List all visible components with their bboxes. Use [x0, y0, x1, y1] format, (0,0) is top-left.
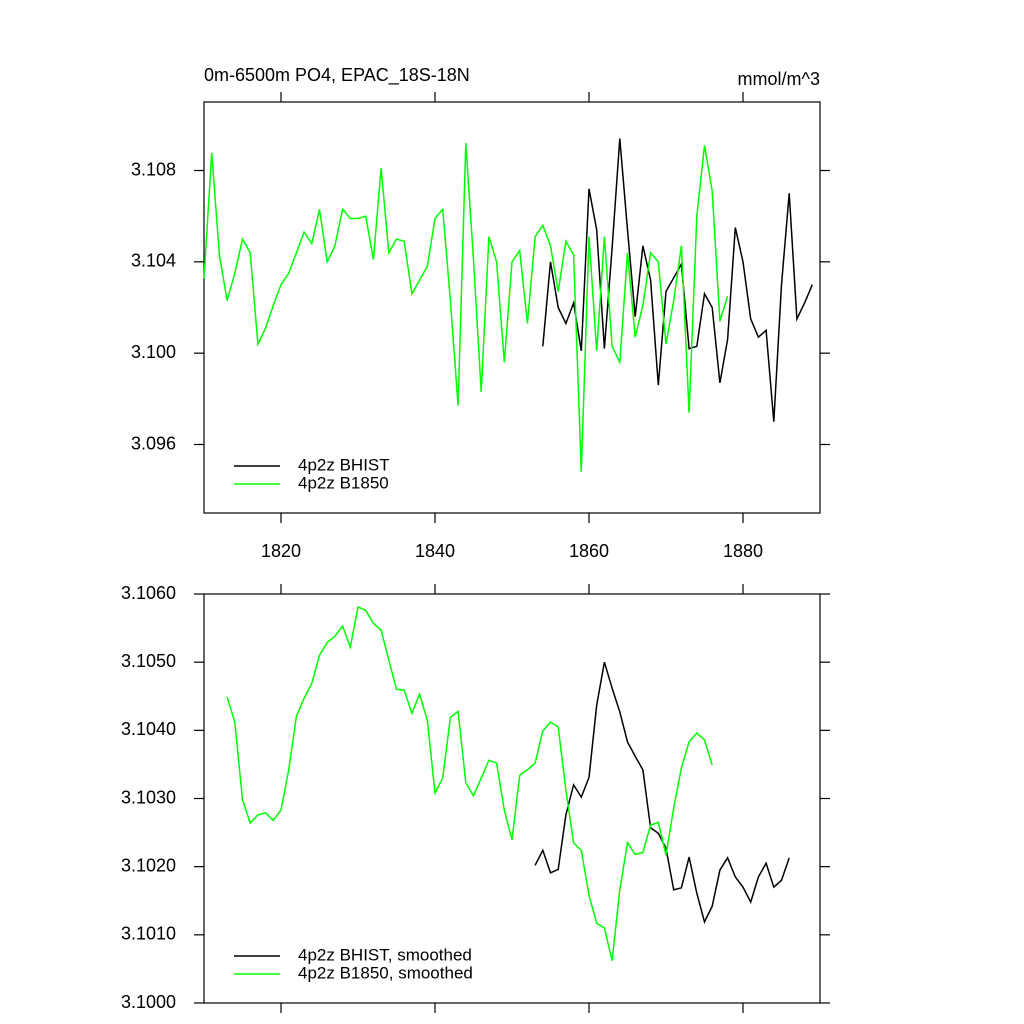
chart-title: 0m-6500m PO4, EPAC_18S-18N	[204, 65, 470, 86]
x-tick-label: 1820	[261, 541, 301, 561]
y-tick-label: 3.1020	[121, 855, 176, 875]
plot-frame	[203, 101, 821, 514]
x-tick-label: 1840	[415, 541, 455, 561]
x-tick-label: 1860	[569, 541, 609, 561]
legend-label: 4p2z BHIST	[298, 455, 390, 474]
x-tick-label: 1880	[723, 541, 763, 561]
y-tick-label: 3.1060	[121, 583, 176, 603]
series-line	[534, 661, 790, 925]
y-tick-label: 3.096	[131, 433, 176, 453]
y-tick-label: 3.1010	[121, 924, 176, 944]
legend-label: 4p2z B1850, smoothed	[298, 963, 473, 982]
y-tick-label: 3.1040	[121, 719, 176, 739]
y-tick-label: 3.1030	[121, 787, 176, 807]
units-label: mmol/m^3	[738, 69, 820, 89]
legend-label: 4p2z B1850	[298, 473, 389, 492]
y-tick-label: 3.108	[131, 159, 176, 179]
series-line	[203, 143, 729, 472]
y-tick-label: 3.100	[131, 342, 176, 362]
y-tick-label: 3.1050	[121, 651, 176, 671]
series-line	[226, 605, 713, 961]
series-line	[542, 138, 813, 422]
y-tick-label: 3.104	[131, 251, 176, 271]
plot-frame	[203, 593, 821, 1004]
legend-label: 4p2z BHIST, smoothed	[298, 945, 472, 964]
y-tick-label: 3.1000	[121, 992, 176, 1012]
